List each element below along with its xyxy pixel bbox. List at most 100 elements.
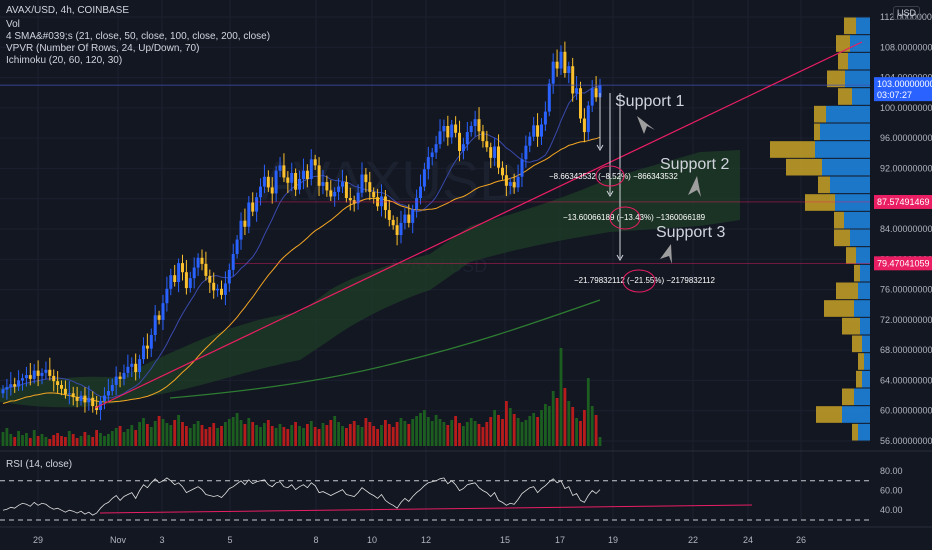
- volume-bar: [485, 422, 489, 446]
- price-axis[interactable]: 112.00000000108.00000000104.00000000100.…: [874, 12, 932, 515]
- candle: [184, 260, 188, 295]
- candle-body: [356, 192, 360, 204]
- candle: [278, 157, 282, 178]
- indicator-vpvr[interactable]: VPVR (Number Of Rows, 24, Up/Down, 70): [6, 43, 200, 54]
- candle-body: [87, 397, 91, 403]
- candle: [461, 137, 465, 160]
- time-tick-label: 15: [500, 535, 510, 545]
- volume-bar: [465, 422, 469, 446]
- symbol-title[interactable]: AVAX/USD, 4h, COINBASE: [6, 5, 130, 16]
- volume-bar: [204, 429, 208, 446]
- candle-body: [598, 85, 602, 98]
- volume-bar: [87, 435, 91, 446]
- candle-body: [387, 210, 391, 220]
- indicator-rsi[interactable]: RSI (14, close): [6, 459, 73, 470]
- candle: [282, 153, 286, 183]
- volume-bar: [454, 416, 457, 446]
- volume-bar: [586, 378, 590, 446]
- indicator-sma[interactable]: 4 SMA&#039;s (21, close, 50, close, 100,…: [6, 31, 271, 42]
- candle-body: [348, 198, 352, 201]
- currency-badge[interactable]: USD: [893, 6, 921, 20]
- time-axis[interactable]: 29 Nov 3 5 8 10 12 15 17 19 22 24 26: [0, 526, 932, 545]
- level-price-tag-1-bg: [874, 194, 932, 209]
- volume-bar: [469, 418, 473, 446]
- candle-body: [28, 375, 32, 379]
- candle-body: [192, 267, 196, 279]
- candle-body: [442, 126, 446, 132]
- candle: [95, 395, 99, 415]
- candle-body: [344, 182, 348, 198]
- candle: [294, 168, 298, 197]
- rsi-tick-label: 80.00: [880, 466, 903, 476]
- time-tick-label: 5: [227, 535, 232, 545]
- candle: [60, 380, 63, 396]
- candle-body: [56, 381, 60, 385]
- candle: [9, 372, 13, 396]
- cloud-area: [0, 150, 740, 408]
- candle-body: [114, 376, 118, 385]
- volume-bar: [372, 426, 376, 446]
- candle: [17, 370, 21, 392]
- volume-bar: [329, 420, 333, 446]
- indicator-vol[interactable]: Vol: [6, 19, 20, 30]
- candle: [188, 271, 192, 293]
- candle: [559, 45, 563, 75]
- vp-up-bar: [835, 194, 870, 211]
- candle: [582, 108, 586, 143]
- candle-body: [270, 187, 274, 194]
- candle-body: [360, 174, 364, 193]
- volume-bar: [446, 425, 450, 446]
- volume-bar: [138, 422, 141, 446]
- price-tick-label: 72.00000000: [880, 315, 932, 325]
- candle: [411, 204, 415, 234]
- volume-bar: [196, 421, 200, 446]
- volume-bar: [56, 433, 59, 446]
- candle-body: [231, 254, 235, 270]
- vp-down-bar: [844, 17, 856, 35]
- vp-down-bar: [834, 211, 844, 229]
- candle-body: [485, 141, 489, 148]
- candle-body: [153, 315, 157, 335]
- candle-body: [130, 363, 134, 367]
- candle-body: [40, 372, 44, 376]
- volume-bar: [200, 425, 204, 446]
- candle-body: [103, 395, 106, 401]
- volume-bar: [313, 427, 317, 446]
- volume-bar: [266, 420, 270, 446]
- volume-bar: [21, 435, 24, 446]
- volume-bar: [501, 419, 504, 446]
- drawings[interactable]: −8.66343532 (−8.52%) −866343532 −13.60066…: [0, 41, 870, 409]
- arrow-head-icon: [606, 190, 614, 197]
- volume-bar: [493, 410, 496, 446]
- candle-body: [493, 146, 497, 158]
- candle-body: [60, 385, 63, 389]
- candle-body: [411, 209, 415, 223]
- volume-bar: [67, 431, 71, 446]
- volume-bar: [403, 421, 407, 446]
- candle-body: [512, 182, 516, 188]
- candle-body: [458, 132, 461, 151]
- candle-body: [399, 222, 403, 235]
- candle-body: [165, 288, 169, 304]
- moving-averages: [2, 86, 601, 404]
- volume-bar: [44, 437, 48, 446]
- level-price-tag-1: 87.57491469: [877, 197, 930, 207]
- rsi-trend-line[interactable]: [99, 504, 753, 514]
- volume-bar: [555, 398, 559, 446]
- volume-bar: [481, 427, 485, 446]
- indicator-ichimoku[interactable]: Ichimoku (20, 60, 120, 30): [6, 55, 123, 66]
- volume-bar: [430, 421, 434, 446]
- volume-bar: [220, 426, 223, 446]
- volume-bar: [544, 404, 547, 446]
- candle: [532, 116, 536, 142]
- candle: [333, 187, 337, 207]
- volume-bar: [395, 422, 399, 446]
- candle-body: [262, 176, 266, 187]
- candle-body: [329, 190, 333, 197]
- volume-bar: [274, 428, 278, 446]
- volume-bar: [208, 427, 212, 446]
- trend-line[interactable]: [94, 41, 863, 409]
- vp-down-bar: [852, 423, 858, 441]
- candle: [586, 101, 590, 141]
